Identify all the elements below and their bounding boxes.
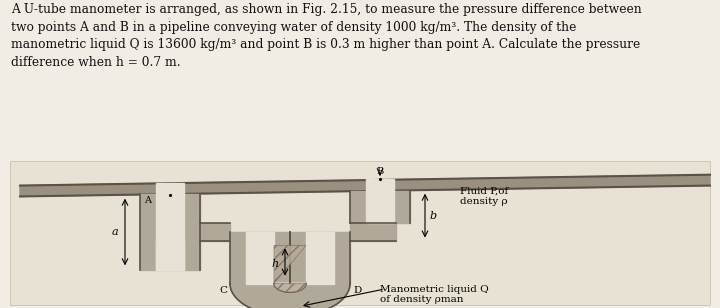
Polygon shape bbox=[290, 232, 350, 283]
Text: D: D bbox=[353, 286, 361, 295]
Polygon shape bbox=[156, 194, 184, 270]
Polygon shape bbox=[350, 223, 396, 241]
Polygon shape bbox=[230, 283, 350, 308]
Polygon shape bbox=[366, 179, 394, 191]
Polygon shape bbox=[274, 283, 306, 292]
Polygon shape bbox=[156, 183, 184, 195]
Text: C: C bbox=[219, 286, 227, 295]
Text: h: h bbox=[271, 259, 279, 270]
Polygon shape bbox=[306, 232, 334, 283]
Text: a: a bbox=[112, 227, 118, 237]
Polygon shape bbox=[274, 245, 306, 292]
Polygon shape bbox=[366, 191, 394, 223]
Text: A U-tube manometer is arranged, as shown in Fig. 2.15, to measure the pressure d: A U-tube manometer is arranged, as shown… bbox=[11, 3, 642, 69]
Polygon shape bbox=[20, 175, 710, 197]
Text: b: b bbox=[430, 211, 437, 221]
Text: Manometric liquid Q
of density ρman: Manometric liquid Q of density ρman bbox=[380, 285, 489, 304]
Bar bbox=[10, 161, 710, 305]
Text: B: B bbox=[377, 167, 384, 176]
Text: A: A bbox=[145, 196, 151, 205]
Polygon shape bbox=[246, 232, 274, 283]
Polygon shape bbox=[140, 194, 200, 270]
Polygon shape bbox=[350, 191, 410, 223]
Polygon shape bbox=[200, 223, 230, 241]
Polygon shape bbox=[156, 241, 184, 270]
Text: Fluid P,of
density ρ: Fluid P,of density ρ bbox=[460, 187, 508, 206]
Polygon shape bbox=[230, 232, 290, 283]
